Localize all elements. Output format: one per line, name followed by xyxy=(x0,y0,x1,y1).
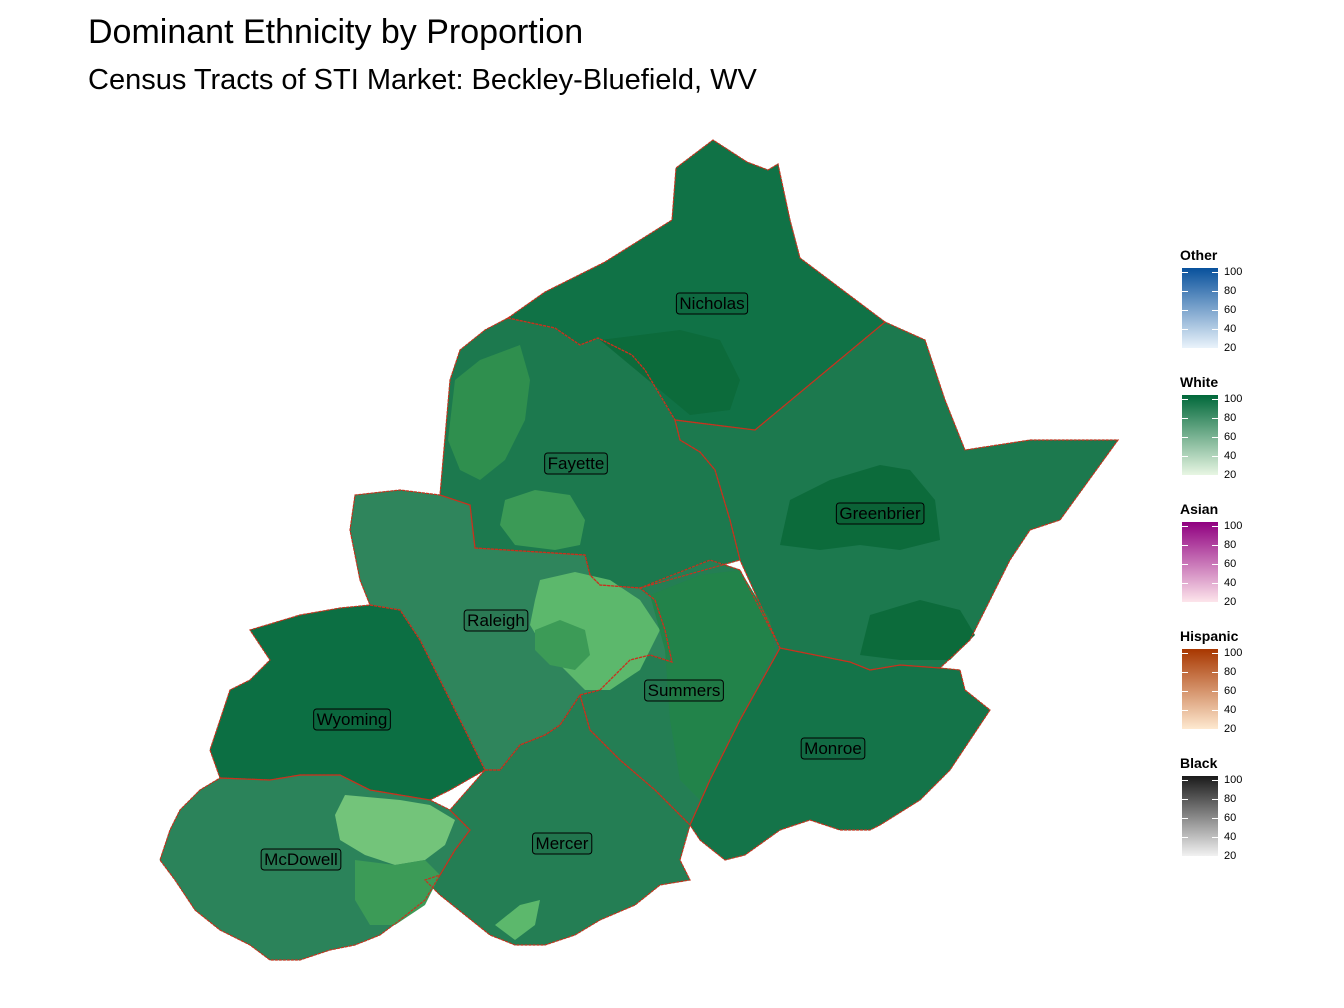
legend-colorbar xyxy=(1182,649,1218,730)
legend-tick-label: 80 xyxy=(1224,793,1237,805)
legend-tick-labels: 100 80 60 40 20 xyxy=(1224,647,1264,743)
legend-tick-label: 40 xyxy=(1224,831,1237,843)
county-label-box xyxy=(313,708,391,731)
legend-title: White xyxy=(1180,374,1219,390)
county-label-box xyxy=(260,848,342,871)
legend-tick-label: 100 xyxy=(1224,266,1243,278)
map-subtitle: Census Tracts of STI Market: Beckley-Blu… xyxy=(88,64,757,96)
legend-tick-label: 60 xyxy=(1224,558,1237,570)
county-label-nicholas: Nicholas xyxy=(675,292,749,315)
county-name: Fayette xyxy=(548,454,605,473)
county-name: Nicholas xyxy=(679,294,744,313)
legend-tick-label: 20 xyxy=(1224,469,1237,481)
legend-tick-label: 80 xyxy=(1224,666,1237,678)
legend-tick-label: 60 xyxy=(1224,431,1237,443)
county-label-fayette: Fayette xyxy=(544,452,608,475)
legend-tick-label: 40 xyxy=(1224,577,1237,589)
tract-greenbrier-south xyxy=(860,600,975,660)
legend-tick-labels: 100 80 60 40 20 xyxy=(1224,520,1264,616)
county-label-box xyxy=(463,609,529,632)
legend-tick-labels: 100 80 60 40 20 xyxy=(1224,266,1264,362)
legend-title: Hispanic xyxy=(1180,628,1239,644)
legend-tick-label: 20 xyxy=(1224,342,1237,354)
legend-white: White 100 80 60 40 20 xyxy=(1180,373,1300,500)
county-label-box xyxy=(800,737,866,760)
county-label-box xyxy=(675,292,749,315)
legend-title: Other xyxy=(1180,247,1218,263)
county-label-box xyxy=(835,502,925,525)
county-border xyxy=(689,647,991,861)
legend-title: Black xyxy=(1180,755,1218,771)
county-label-mercer: Mercer xyxy=(532,832,593,855)
county-name: Raleigh xyxy=(467,611,525,630)
legend-tick-label: 100 xyxy=(1224,647,1243,659)
map-title: Dominant Ethnicity by Proportion xyxy=(88,13,584,51)
tract-fayette-south xyxy=(500,490,585,550)
legend-tick-label: 100 xyxy=(1224,520,1243,532)
tract-mcdowell-east xyxy=(335,795,455,865)
county-label-box xyxy=(532,832,593,855)
legend-colorbar xyxy=(1182,776,1218,857)
county-name: Mercer xyxy=(536,834,589,853)
county-label-wyoming: Wyoming xyxy=(313,708,391,731)
tract-greenbrier-core xyxy=(780,465,940,550)
legend-black: Black 100 80 60 40 20 xyxy=(1180,754,1300,881)
legend-tick-label: 80 xyxy=(1224,539,1237,551)
county-label-box xyxy=(644,679,724,702)
county-name: Wyoming xyxy=(317,710,388,729)
tract-mcdowell-southeast xyxy=(355,860,440,925)
county-label-greenbrier: Greenbrier xyxy=(835,502,925,525)
legend-tick-label: 40 xyxy=(1224,450,1237,462)
legend-tick-label: 40 xyxy=(1224,704,1237,716)
legend-tick-label: 20 xyxy=(1224,596,1237,608)
legend-tick-label: 60 xyxy=(1224,685,1237,697)
legend-tick-label: 60 xyxy=(1224,812,1237,824)
tract-raleigh-inner xyxy=(535,620,590,670)
tract-summers-east xyxy=(650,570,775,800)
county-border xyxy=(159,774,471,961)
legend-tick-label: 100 xyxy=(1224,774,1243,786)
legend-tick-label: 100 xyxy=(1224,393,1243,405)
legend-colorbar xyxy=(1182,395,1218,476)
legend-tick-label: 80 xyxy=(1224,285,1237,297)
legend: Other 100 80 60 40 20 White 100 80 60 40 20 Asian 100… xyxy=(1180,246,1300,881)
legend-tick-label: 20 xyxy=(1224,850,1237,862)
tract-mercer-south xyxy=(495,900,540,940)
county-name: Greenbrier xyxy=(839,504,921,523)
legend-asian: Asian 100 80 60 40 20 xyxy=(1180,500,1300,627)
legend-tick-label: 80 xyxy=(1224,412,1237,424)
legend-tick-label: 20 xyxy=(1224,723,1237,735)
county-label-monroe: Monroe xyxy=(800,737,866,760)
county-border xyxy=(674,321,1120,671)
county-name: McDowell xyxy=(264,850,338,869)
legend-colorbar xyxy=(1182,268,1218,349)
county-label-box xyxy=(544,452,608,475)
tract-nicholas-south xyxy=(600,330,740,415)
legend-hispanic: Hispanic 100 80 60 40 20 xyxy=(1180,627,1300,754)
tract-fayette-west xyxy=(448,345,530,480)
legend-title: Asian xyxy=(1180,501,1219,517)
county-name: Summers xyxy=(648,681,721,700)
legend-colorbar xyxy=(1182,522,1218,603)
legend-tick-label: 60 xyxy=(1224,304,1237,316)
county-label-raleigh: Raleigh xyxy=(463,609,529,632)
county-name: Monroe xyxy=(804,739,862,758)
legend-tick-label: 40 xyxy=(1224,323,1237,335)
legend-tick-labels: 100 80 60 40 20 xyxy=(1224,774,1264,870)
county-label-mcdowell: McDowell xyxy=(260,848,342,871)
legend-other: Other 100 80 60 40 20 xyxy=(1180,246,1300,373)
county-label-summers: Summers xyxy=(644,679,724,702)
legend-tick-labels: 100 80 60 40 20 xyxy=(1224,393,1264,489)
